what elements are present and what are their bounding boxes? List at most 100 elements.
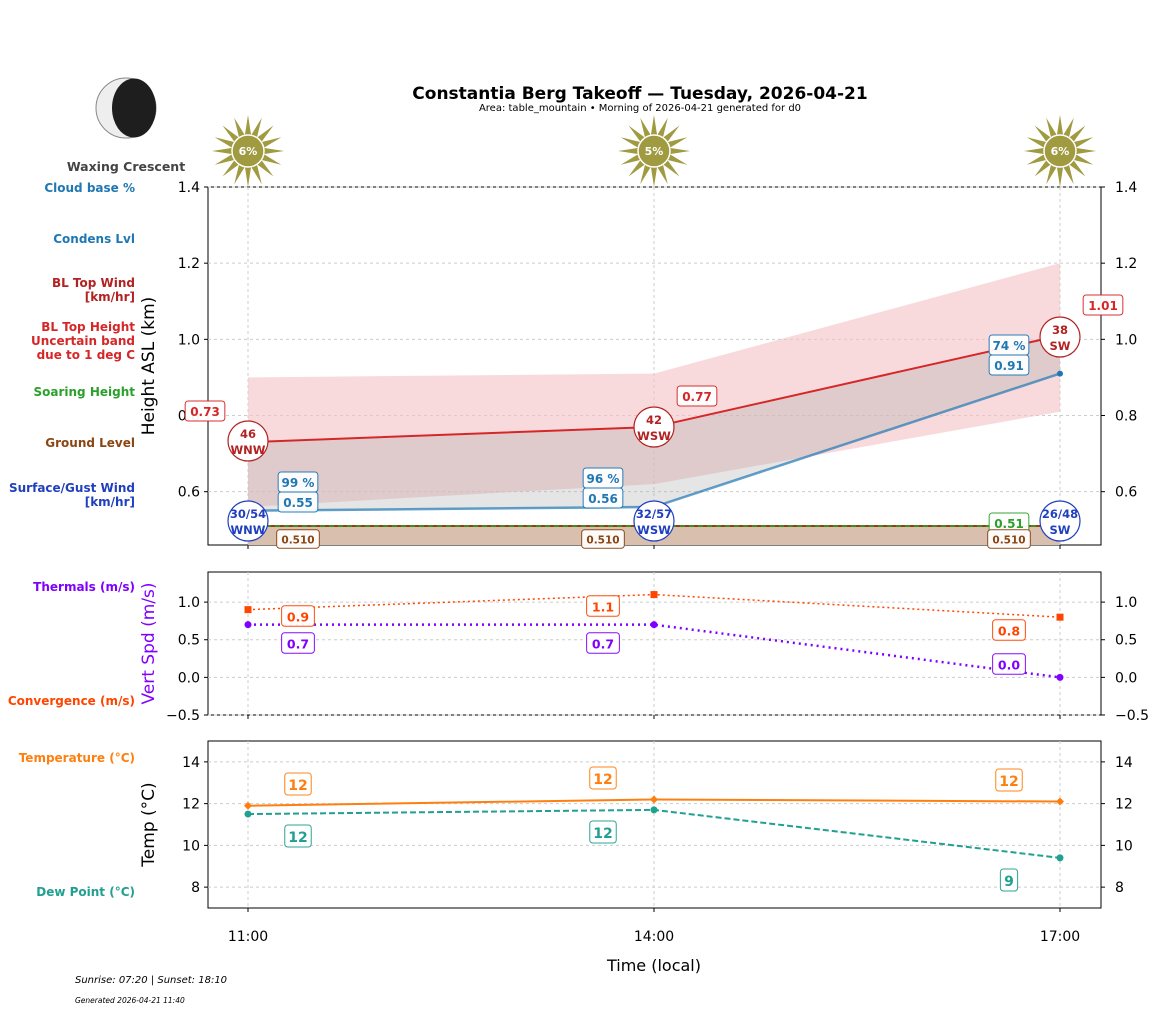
surface-wind-direction: WSW [637, 523, 671, 537]
bl-top-wind-circle [227, 420, 269, 462]
y-tick-label-right: −0.5 [1115, 708, 1149, 724]
y-tick-label: 1.0 [178, 595, 200, 611]
bl-top-wind-speed: 46 [240, 427, 256, 441]
thermals-point [650, 621, 658, 629]
bl-top-wind-circle [633, 406, 675, 448]
legend-label: Ground Level [45, 436, 135, 450]
temperature-label-box [589, 766, 617, 790]
ground-label: 0.510 [586, 534, 619, 546]
y-tick-label: 8 [191, 880, 200, 896]
temperature-label: 12 [288, 778, 307, 794]
y-tick-label-right: 1.0 [1115, 332, 1137, 348]
bl-top-label: 0.77 [682, 390, 712, 404]
thermals-label-box [992, 653, 1026, 675]
sun-disc [1043, 134, 1077, 168]
y-tick-label: 14 [182, 755, 200, 771]
condens-label-box [582, 487, 624, 509]
condens-point [1057, 370, 1063, 377]
thermals-label-box [586, 632, 620, 654]
dewpoint-point [1056, 854, 1064, 862]
legend-label: Condens Lvl [53, 232, 135, 246]
thermals-label: 0.0 [998, 657, 1020, 672]
y-tick-label-right: 0.6 [1115, 485, 1137, 501]
convergence-label-box [586, 595, 620, 617]
y-tick-label: 1.2 [178, 256, 200, 272]
convergence-point [650, 591, 658, 599]
convergence-point [244, 606, 252, 614]
y-tick-label-right: 8 [1115, 880, 1124, 896]
x-axis-label: Time (local) [606, 956, 701, 975]
y-tick-label-right: 1.2 [1115, 256, 1137, 272]
thermals-point [1056, 673, 1064, 681]
legend-label: BL Top Wind [km/hr] [51, 276, 135, 304]
page-subtitle: Area: table_mountain • Morning of 2026-0… [478, 103, 802, 114]
ground-label-box [987, 529, 1031, 549]
convergence-point [1056, 613, 1064, 621]
legend-label: Convergence (m/s) [7, 694, 135, 708]
temperature-point [244, 801, 252, 810]
condens-label-box [988, 354, 1030, 376]
condens-label: 0.91 [994, 359, 1024, 373]
legend-label: Dew Point (°C) [36, 885, 135, 899]
dewpoint-point [244, 810, 252, 818]
convergence-label-box [281, 605, 315, 627]
sunrise-sunset: Sunrise: 07:20 | Sunset: 18:10 [75, 975, 228, 986]
dewpoint-label: 12 [288, 830, 307, 846]
ground-label: 0.510 [281, 534, 314, 546]
condens-label: 0.56 [588, 492, 618, 506]
surface-wind-circle [1039, 500, 1081, 542]
condens-label-box [277, 491, 319, 513]
soaring-label: 0.51 [994, 517, 1024, 531]
sun-percent-label: 5% [645, 145, 664, 158]
bl-top-wind-direction: WNW [231, 443, 266, 457]
bl-top-wind-direction: WSW [637, 429, 671, 443]
bl-top-wind-speed: 38 [1052, 323, 1068, 337]
bl-top-wind-circle [1039, 316, 1081, 358]
thermals-label: 0.7 [592, 636, 614, 651]
y-tick-label-right: 10 [1115, 838, 1133, 854]
ground-label-box [581, 529, 625, 549]
bl-top-label-box [184, 400, 226, 422]
surface-wind-speed: 30/54 [230, 507, 266, 521]
x-tick-label: 17:00 [1040, 929, 1080, 945]
y-tick-label: 0.6 [178, 485, 200, 501]
bl-top-wind-speed: 42 [646, 413, 662, 427]
surface-wind-speed: 32/57 [636, 507, 672, 521]
surface-wind-speed: 26/48 [1042, 507, 1078, 521]
ground-label-box [276, 529, 320, 549]
y-tick-label: 0.0 [178, 670, 200, 686]
legend-label: Cloud base % [44, 181, 135, 195]
cloud-base-pct-label: 74 % [993, 339, 1026, 353]
surface-wind-direction: SW [1050, 523, 1071, 537]
cloud-base-pct-label: 96 % [587, 472, 620, 486]
condens-label: 0.55 [283, 496, 313, 510]
y-tick-label-right: 12 [1115, 797, 1133, 813]
legend-label: Thermals (m/s) [33, 580, 135, 594]
convergence-label: 0.8 [998, 623, 1020, 638]
temperature-point [650, 795, 658, 804]
convergence-label-box [992, 619, 1026, 641]
dewpoint-label-box [999, 868, 1019, 892]
ground-label: 0.510 [992, 534, 1025, 546]
sun-percent-label: 6% [1051, 145, 1070, 158]
y-tick-label-right: 1.4 [1115, 180, 1137, 196]
surface-wind-circle [227, 500, 269, 542]
y-tick-label: 1.4 [178, 180, 200, 196]
y-axis-label-temp: Temp (°C) [139, 782, 159, 867]
surface-wind-direction: WNW [231, 523, 266, 537]
sun-percent-label: 6% [239, 145, 258, 158]
sun-disc [637, 134, 671, 168]
y-tick-label-right: 0.0 [1115, 670, 1137, 686]
dewpoint-point [650, 806, 658, 814]
convergence-label: 1.1 [592, 599, 614, 614]
moon-phase-label: Waxing Crescent [66, 159, 186, 174]
y-axis-label-height: Height ASL (km) [139, 297, 159, 436]
dewpoint-label-box [284, 824, 312, 848]
y-axis-label-vert-speed: Vert Spd (m/s) [139, 582, 159, 704]
bl-top-label: 1.01 [1088, 299, 1118, 313]
y-tick-label-right: 0.5 [1115, 633, 1137, 649]
dewpoint-label: 12 [593, 826, 612, 842]
temperature-label: 12 [593, 772, 612, 788]
